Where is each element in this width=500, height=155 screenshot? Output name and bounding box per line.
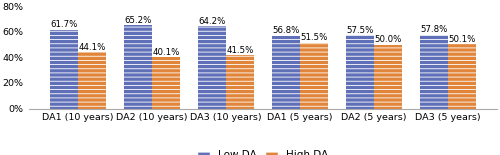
Bar — [448, 44, 476, 108]
Text: 44.1%: 44.1% — [78, 43, 106, 52]
Text: 51.5%: 51.5% — [300, 33, 328, 42]
Bar — [272, 36, 300, 108]
Legend: Low DA, High DA: Low DA, High DA — [194, 146, 332, 155]
Bar — [78, 52, 106, 108]
Bar — [50, 30, 78, 108]
Text: 61.7%: 61.7% — [50, 20, 78, 29]
Text: 56.8%: 56.8% — [272, 26, 299, 35]
Bar — [374, 45, 402, 108]
Bar — [300, 43, 328, 108]
Text: 57.5%: 57.5% — [346, 26, 374, 35]
Bar — [198, 27, 226, 108]
Text: 64.2%: 64.2% — [198, 17, 226, 26]
Bar — [420, 35, 448, 108]
Bar — [346, 35, 374, 108]
Text: 40.1%: 40.1% — [152, 48, 180, 57]
Text: 50.0%: 50.0% — [374, 35, 402, 44]
Text: 41.5%: 41.5% — [226, 46, 254, 55]
Text: 57.8%: 57.8% — [420, 25, 448, 34]
Bar — [152, 57, 180, 108]
Text: 50.1%: 50.1% — [448, 35, 475, 44]
Text: 65.2%: 65.2% — [124, 16, 152, 25]
Bar — [124, 25, 152, 108]
Bar — [226, 55, 254, 108]
